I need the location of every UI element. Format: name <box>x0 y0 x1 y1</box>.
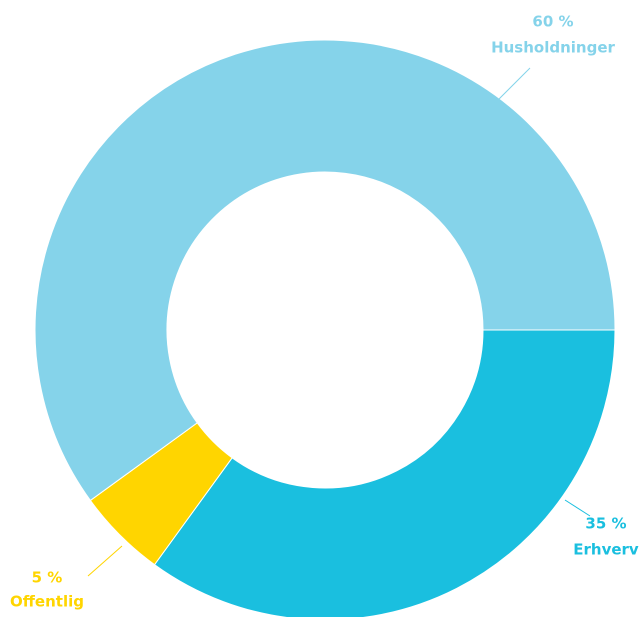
value-label: 35 % <box>585 515 626 533</box>
donut-slice <box>153 329 616 617</box>
value-label: 60 % <box>532 13 573 31</box>
category-label: Offentlig <box>10 593 84 611</box>
category-label: Erhverv <box>573 541 639 559</box>
donut-slice <box>34 39 616 502</box>
category-label: Husholdninger <box>491 39 615 57</box>
leader-line <box>564 499 591 517</box>
value-label: 5 % <box>32 569 63 587</box>
leader-line <box>87 545 123 577</box>
leader-line <box>494 67 531 104</box>
